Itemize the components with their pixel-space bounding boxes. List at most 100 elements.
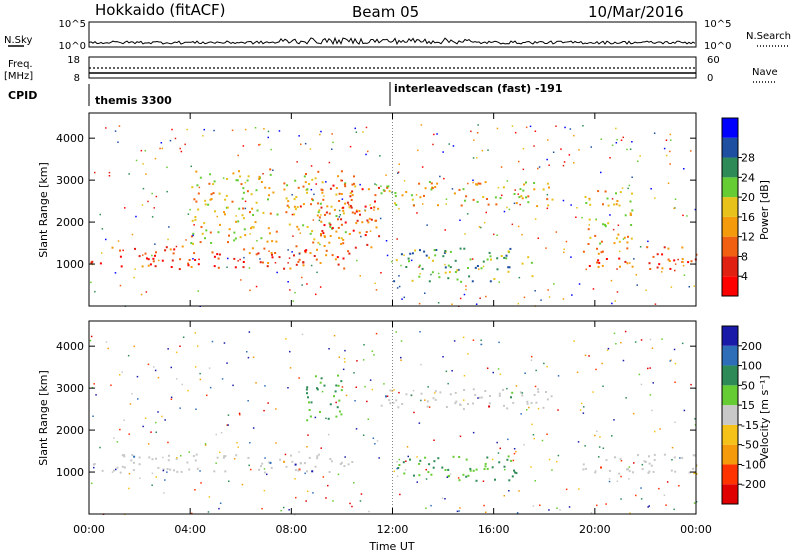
data-cell	[238, 207, 241, 210]
data-cell	[496, 127, 499, 130]
data-cell	[596, 504, 598, 507]
data-cell	[320, 377, 323, 380]
data-cell	[290, 454, 292, 457]
frequency-panel: Freq. [MHz] 18 8 60 0 Nave	[4, 55, 778, 84]
data-cell	[268, 250, 270, 252]
data-cell	[375, 332, 378, 335]
data-cell	[609, 214, 611, 216]
data-cell	[422, 203, 424, 205]
data-cell	[507, 438, 509, 441]
data-cell	[111, 246, 114, 249]
data-cell	[151, 472, 154, 475]
data-cell	[588, 224, 590, 226]
data-cell	[203, 222, 206, 225]
station-title: Hokkaido (fitACF)	[95, 1, 226, 19]
data-cell	[508, 479, 511, 482]
data-cell	[564, 126, 566, 129]
data-cell	[164, 249, 167, 252]
data-cell	[557, 454, 560, 457]
data-cell	[314, 465, 317, 468]
data-cell	[472, 179, 474, 181]
data-cell	[677, 258, 679, 261]
data-cell	[568, 506, 571, 508]
data-cell	[190, 242, 193, 245]
data-cell	[294, 463, 297, 466]
data-cell	[365, 153, 367, 156]
data-cell	[151, 458, 154, 461]
colorbar-tick-label: 200	[741, 340, 762, 353]
data-cell	[154, 254, 156, 257]
data-cell	[329, 225, 332, 228]
data-cell	[337, 263, 340, 266]
data-cell	[359, 213, 361, 216]
data-cell	[673, 348, 676, 351]
data-cell	[327, 484, 329, 487]
data-cell	[694, 418, 696, 420]
data-cell	[267, 262, 270, 264]
data-cell	[371, 388, 374, 391]
data-cell	[237, 260, 239, 262]
data-cell	[320, 130, 322, 133]
data-cell	[329, 223, 332, 226]
data-cell	[294, 179, 297, 182]
data-cell	[338, 216, 341, 218]
data-cell	[294, 208, 297, 211]
data-cell	[674, 381, 676, 383]
data-cell	[233, 239, 236, 242]
data-cell	[247, 456, 250, 459]
data-cell	[299, 205, 302, 207]
data-cell	[222, 456, 225, 459]
data-cell	[481, 343, 483, 346]
data-cell	[140, 293, 143, 296]
data-cell	[478, 226, 481, 228]
data-cell	[674, 470, 677, 473]
data-cell	[200, 226, 203, 228]
data-cell	[276, 271, 278, 274]
data-cell	[211, 340, 214, 343]
data-cell	[380, 192, 383, 195]
data-cell	[293, 254, 295, 257]
data-cell	[233, 231, 236, 234]
data-cell	[449, 250, 452, 253]
data-cell	[522, 168, 525, 171]
data-cell	[436, 133, 438, 135]
data-cell	[312, 241, 315, 244]
data-cell	[525, 126, 528, 129]
data-cell	[548, 458, 551, 461]
data-cell	[356, 360, 358, 362]
data-cell	[241, 197, 244, 200]
data-cell	[395, 331, 397, 333]
data-cell	[304, 142, 307, 145]
data-cell	[546, 398, 549, 401]
data-cell	[353, 372, 355, 374]
data-cell	[247, 175, 250, 178]
data-cell	[351, 190, 354, 193]
data-cell	[310, 264, 313, 267]
data-cell	[403, 472, 406, 475]
data-cell	[499, 197, 502, 200]
data-cell	[419, 459, 422, 462]
data-cell	[213, 255, 216, 258]
data-cell	[271, 253, 273, 256]
data-cell	[352, 229, 355, 232]
power-ylabel: Slant Range [km]	[37, 162, 50, 258]
y-tick-label: 1000	[56, 258, 84, 271]
data-cell	[179, 258, 182, 261]
data-cell	[484, 181, 487, 184]
data-cell	[220, 432, 223, 434]
data-cell	[173, 248, 176, 251]
data-cell	[548, 164, 550, 166]
data-cell	[197, 290, 199, 292]
data-cell	[615, 343, 617, 345]
data-cell	[391, 191, 393, 194]
data-cell	[325, 181, 327, 183]
data-cell	[306, 226, 309, 228]
data-cell	[398, 285, 401, 288]
data-cell	[387, 185, 390, 188]
data-cell	[405, 393, 408, 396]
data-cell	[526, 402, 529, 405]
data-cell	[604, 190, 607, 193]
data-cell	[673, 456, 676, 459]
data-cell	[244, 181, 247, 184]
data-cell	[618, 240, 621, 243]
